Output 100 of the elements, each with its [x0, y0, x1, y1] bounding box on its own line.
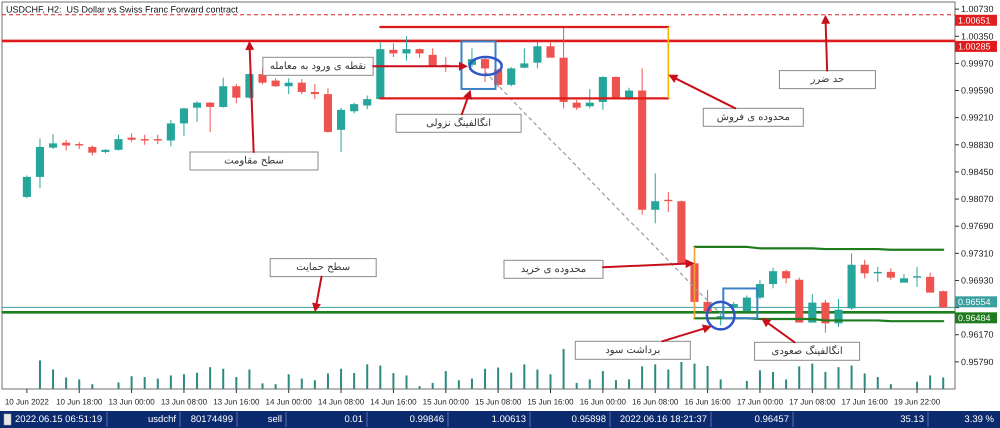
bar: [614, 380, 617, 388]
text: 0.95898: [572, 414, 606, 425]
bar: [720, 379, 722, 388]
bar: [248, 370, 250, 388]
bar: [196, 372, 198, 388]
bar: [406, 375, 408, 388]
y-tick-label: 0.98830: [961, 140, 994, 150]
bar: [444, 371, 447, 388]
x-tick-label: 17 Jun 16:00: [842, 398, 888, 406]
bar: [65, 377, 68, 388]
bar: [182, 374, 185, 388]
bar: [78, 379, 80, 388]
ref-line-label: 0.96554: [958, 296, 991, 307]
bar: [274, 384, 277, 388]
bar: [837, 367, 840, 388]
bar: [170, 375, 172, 388]
x-tick-label: 16 Jun 00:00: [580, 398, 627, 406]
bar: [785, 379, 788, 388]
x-tick-label: 15 Jun 00:00: [422, 398, 470, 406]
text: usdchf: [148, 414, 176, 425]
bar: [38, 360, 41, 388]
x-tick-label: 16 Jun 08:00: [632, 398, 679, 406]
y-tick-label: 1.00730: [961, 4, 994, 14]
bar: [523, 364, 526, 388]
bar: [379, 366, 382, 388]
y-tick-label: 0.97310: [961, 248, 994, 258]
y-tick-label: 1.00350: [961, 31, 994, 42]
x-tick-label: 10 Jun 18:00: [56, 398, 103, 406]
bar: [340, 368, 342, 388]
bar: [550, 374, 552, 388]
bar: [654, 364, 656, 388]
bar: [916, 382, 918, 388]
bar: [929, 375, 932, 388]
ref-line-label: 1.00651: [958, 15, 991, 26]
bar: [942, 377, 944, 388]
ref-line-label: 0.96484: [958, 312, 991, 323]
bar: [876, 377, 879, 388]
x-tick-label: 13 Jun 16:00: [213, 398, 260, 406]
x-tick-label: 19 Jun 22:00: [894, 398, 941, 406]
x-tick-label: 13 Jun 08:00: [160, 398, 208, 406]
annotation: محدوده ی خرید: [520, 264, 586, 275]
bar: [864, 373, 866, 388]
bar: [798, 366, 800, 388]
annotation: انگالفینگ نزولی: [426, 116, 492, 129]
bar: [144, 377, 146, 388]
bar: [156, 378, 159, 388]
x-tick-label: 17 Jun 00:00: [736, 398, 784, 406]
text: 0.96457: [754, 414, 789, 425]
bar: [890, 384, 892, 388]
bar: [470, 378, 473, 388]
x-tick-label: 15 Jun 16:00: [527, 398, 574, 406]
x-tick-label: 14 Jun 16:00: [370, 398, 418, 406]
bar: [758, 370, 761, 388]
bar: [288, 374, 290, 388]
bar: [497, 368, 500, 388]
bar: [300, 378, 303, 388]
bar: [811, 364, 814, 388]
bar: [130, 376, 133, 388]
x-tick-label: 14 Jun 00:00: [266, 398, 312, 406]
bar: [510, 372, 512, 388]
bar: [772, 372, 774, 388]
annotation: سطح حمایت: [296, 262, 350, 274]
annotation: محدوده ی فروش: [716, 112, 790, 123]
bar: [536, 370, 538, 388]
text: 1.00613: [492, 414, 526, 425]
bar: [222, 368, 224, 388]
bar: [680, 362, 682, 388]
bar: [366, 364, 368, 388]
bar: [850, 366, 853, 388]
x-tick-label: 13 Jun 00:00: [108, 398, 156, 406]
bar: [209, 367, 212, 388]
bar: [458, 380, 460, 388]
bar: [235, 377, 238, 388]
ref-line-label: 1.00285: [958, 41, 991, 52]
y-tick-label: 0.98070: [961, 194, 994, 204]
bar: [432, 382, 434, 388]
bar: [628, 379, 630, 388]
text: 0.99846: [410, 414, 444, 425]
text: 2022.06.16 18:21:37: [620, 414, 707, 425]
y-tick-label: 0.98450: [961, 166, 994, 177]
bar: [484, 368, 486, 388]
bar: [392, 373, 394, 388]
bar: [353, 373, 356, 388]
y-tick-label: 0.99590: [961, 86, 994, 96]
y-tick-label: 0.96930: [961, 275, 994, 286]
bar: [262, 383, 264, 388]
bar: [91, 384, 94, 388]
bar: [602, 371, 604, 388]
bar: [693, 364, 696, 388]
x-tick-label: 17 Jun 08:00: [789, 398, 836, 406]
text: 0.01: [344, 414, 363, 425]
bar: [314, 380, 316, 388]
bar: [326, 373, 329, 388]
annotation: سطح مقاومت: [224, 156, 284, 166]
annotation: برداشت سود: [605, 344, 660, 356]
x-tick-label: 14 Jun 08:00: [318, 398, 365, 406]
y-tick-label: 0.99970: [961, 58, 994, 68]
y-tick-label: 0.99210: [961, 112, 994, 123]
x-tick-label: 10 Jun 2022: [4, 398, 50, 406]
bar: [562, 348, 565, 388]
